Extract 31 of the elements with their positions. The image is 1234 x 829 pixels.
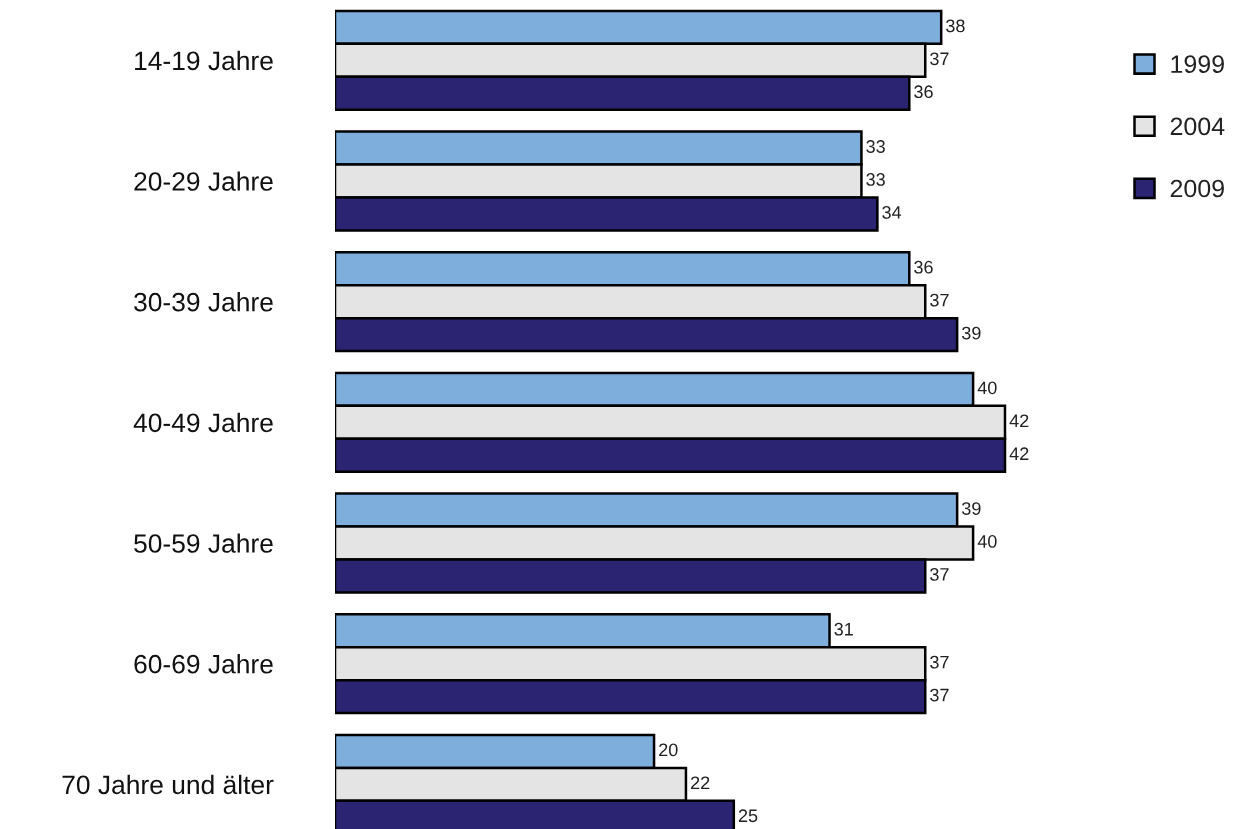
data-label: 39 — [962, 502, 981, 515]
data-label: 42 — [1009, 414, 1029, 428]
y-tick-label: 14-19 Jahre — [135, 50, 273, 71]
data-label: 37 — [930, 688, 949, 702]
y-tick-label: 40-49 Jahre — [133, 412, 273, 433]
data-label: 38 — [946, 19, 965, 33]
data-label: 37 — [930, 293, 949, 307]
data-label: 20 — [659, 743, 678, 757]
data-label: 40 — [977, 535, 997, 548]
data-label: 31 — [834, 622, 853, 636]
data-label: 40 — [977, 381, 997, 395]
data-label: 36 — [914, 85, 933, 99]
y-tick-label: 60-69 Jahre — [134, 654, 273, 674]
data-label: 34 — [882, 206, 902, 219]
data-label: 22 — [691, 776, 710, 790]
legend-label: 2009 — [1170, 179, 1224, 198]
data-label: 33 — [866, 140, 885, 153]
y-tick-label: 30-39 Jahre — [134, 292, 273, 312]
data-label: 25 — [738, 809, 758, 823]
data-label: 33 — [866, 173, 885, 186]
legend-label: 1999 — [1171, 55, 1224, 73]
data-label: 37 — [930, 655, 949, 669]
data-label: 37 — [930, 568, 949, 581]
data-label: 42 — [1009, 447, 1029, 460]
y-tick-label: 70 Jahre und älter — [62, 774, 274, 795]
y-tick-label: 20-29 Jahre — [134, 171, 273, 191]
data-label: 36 — [914, 260, 933, 274]
legend-label: 2004 — [1170, 117, 1225, 136]
data-label: 37 — [930, 52, 949, 66]
y-tick-label: 50-59 Jahre — [134, 533, 273, 553]
data-label: 39 — [962, 326, 981, 340]
